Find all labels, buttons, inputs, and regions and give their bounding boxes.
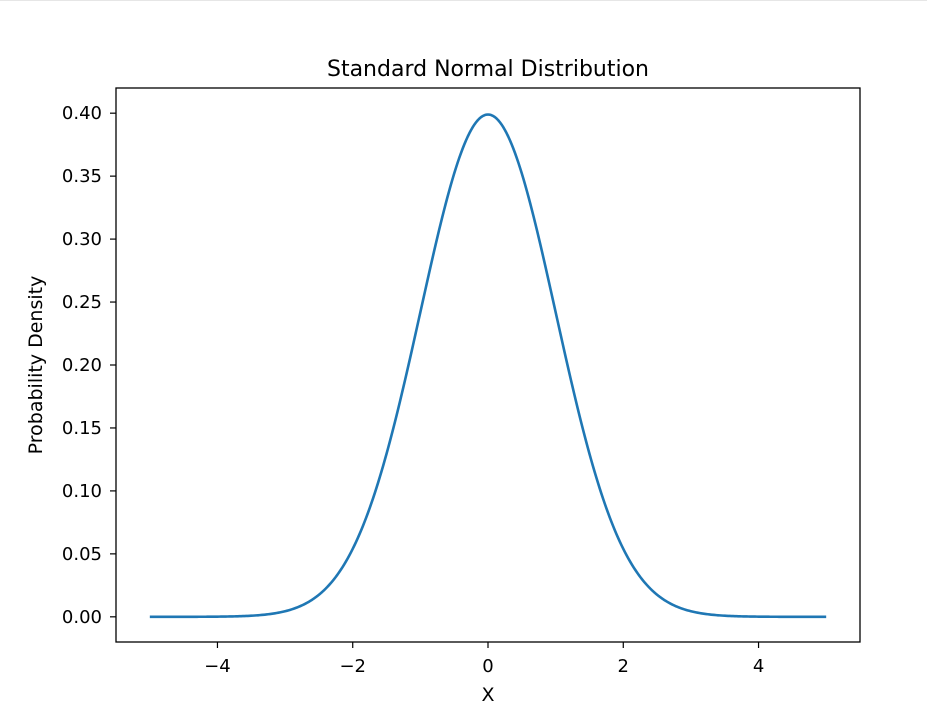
chart-title: Standard Normal Distribution: [327, 57, 649, 82]
x-axis-ticks: −4 −2 0 2 4: [204, 642, 764, 677]
curve-layer: [149, 113, 827, 619]
x-tick-label: 0: [482, 656, 493, 677]
y-tick-label: 0.30: [62, 229, 102, 250]
y-tick-label: 0.05: [62, 544, 102, 565]
x-tick-label: −2: [339, 656, 366, 677]
y-tick-label: 0.15: [62, 418, 102, 439]
y-tick-label: 0.35: [62, 166, 102, 187]
y-tick-label: 0.10: [62, 481, 102, 502]
y-tick-label: 0.40: [62, 103, 102, 124]
x-tick-label: 4: [753, 656, 764, 677]
series-line-0: [149, 113, 827, 619]
y-tick-label: 0.25: [62, 292, 102, 313]
y-tick-label: 0.00: [62, 607, 102, 628]
x-tick-label: 2: [618, 656, 629, 677]
plot-frame: [115, 87, 861, 643]
x-axis-label: X: [481, 684, 494, 706]
y-tick-label: 0.20: [62, 355, 102, 376]
y-axis-ticks: 0.00 0.05 0.10 0.15 0.20 0.25 0.30 0.35 0.40: [62, 103, 116, 628]
y-axis-label: Probability Density: [25, 276, 47, 455]
x-tick-label: −4: [204, 656, 231, 677]
